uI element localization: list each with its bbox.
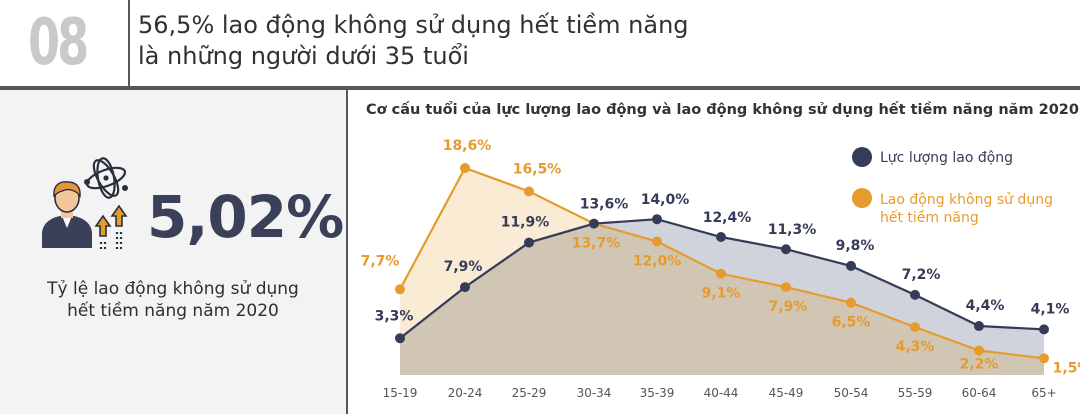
- underutilized-label-40-44: 9,1%: [702, 286, 741, 302]
- labor-force-label-65+: 4,1%: [1031, 301, 1070, 317]
- x-axis-ticks: 15-19 20-24 25-29 30-34 35-39 40-44 45-49 50-54…: [383, 386, 1057, 400]
- x-tick-20-24: 20-24: [448, 386, 483, 400]
- person-with-atom-and-up-arrows-icon: [42, 157, 128, 252]
- labor-force-label-15-19: 3,3%: [375, 308, 414, 324]
- x-tick-50-54: 50-54: [834, 386, 869, 400]
- labor-force-label-25-29: 11,9%: [501, 215, 550, 231]
- header: 08 56,5% lao động không sử dụng hết tiềm…: [0, 0, 1080, 90]
- underutilized-point-25-29: [524, 186, 534, 197]
- labor-force-point-30-34: [589, 218, 599, 229]
- labor-force-point-65+: [1039, 324, 1049, 335]
- x-tick-65+: 65+: [1031, 386, 1056, 400]
- labor-force-label-20-24: 7,9%: [444, 259, 483, 275]
- underutilized-label-50-54: 6,5%: [832, 315, 871, 331]
- underutilized-point-55-59: [910, 322, 920, 333]
- section-number-box: 08: [0, 0, 130, 86]
- underutilized-label-30-34: 13,7%: [572, 236, 621, 252]
- labor-force-label-30-34: 13,6%: [580, 197, 629, 213]
- x-tick-15-19: 15-19: [383, 386, 418, 400]
- chart-points: [395, 163, 1049, 364]
- kpi-label-line1: Tỷ lệ lao động không sử dụng: [47, 279, 299, 299]
- legend-label-underutilized-line1: Lao động không sử dụng: [880, 192, 1053, 208]
- x-tick-60-64: 60-64: [962, 386, 997, 400]
- legend-marker-underutilized: [852, 188, 872, 208]
- page-title-line2: là những người dưới 35 tuổi: [138, 42, 469, 70]
- chart-legend: Lực lượng lao động Lao động không sử dụn…: [852, 147, 1053, 226]
- labor-force-label-50-54: 9,8%: [836, 238, 875, 254]
- labor-force-point-50-54: [846, 260, 856, 271]
- legend-label-underutilized-line2: hết tiềm năng: [880, 209, 979, 226]
- labor-force-point-20-24: [460, 282, 470, 293]
- labor-force-point-15-19: [395, 333, 405, 344]
- panel-divider: [346, 90, 348, 414]
- chart-areas: [400, 168, 1044, 375]
- underutilized-label-15-19: 7,7%: [361, 253, 400, 269]
- legend-marker-labor-force: [852, 147, 872, 167]
- underutilized-point-45-49: [781, 282, 791, 293]
- x-tick-25-29: 25-29: [512, 386, 547, 400]
- kpi-label: Tỷ lệ lao động không sử dụng hết tiềm nă…: [0, 278, 346, 322]
- labor-force-label-40-44: 12,4%: [703, 210, 752, 226]
- underutilized-point-15-19: [395, 284, 405, 295]
- x-tick-35-39: 35-39: [640, 386, 675, 400]
- labor-force-label-35-39: 14,0%: [641, 192, 690, 208]
- x-tick-40-44: 40-44: [704, 386, 739, 400]
- labor-force-point-55-59: [910, 289, 920, 300]
- header-divider: [0, 86, 1080, 90]
- underutilized-label-25-29: 16,5%: [513, 161, 562, 177]
- labor-force-label-55-59: 7,2%: [902, 267, 941, 283]
- chart-data-labels: 3,3% 7,9% 11,9% 13,6% 14,0% 12,4% 11,3% 9,8% 7,2…: [361, 138, 1080, 376]
- page-title-line1: 56,5% lao động không sử dụng hết tiềm nă…: [138, 11, 689, 39]
- page-title: 56,5% lao động không sử dụng hết tiềm nă…: [138, 10, 689, 72]
- underutilized-label-35-39: 12,0%: [633, 253, 682, 269]
- underutilized-label-65+: 1,5%: [1053, 360, 1080, 376]
- underutilized-point-65+: [1039, 353, 1049, 364]
- underutilized-point-60-64: [974, 345, 984, 356]
- x-tick-45-49: 45-49: [769, 386, 804, 400]
- underutilized-point-50-54: [846, 297, 856, 308]
- labor-force-point-60-64: [974, 321, 984, 332]
- legend-label-labor-force: Lực lượng lao động: [880, 150, 1013, 166]
- labor-force-point-45-49: [781, 244, 791, 255]
- labor-force-point-25-29: [524, 237, 534, 248]
- labor-force-point-35-39: [652, 214, 662, 225]
- underutilized-point-35-39: [652, 236, 662, 247]
- underutilized-label-20-24: 18,6%: [443, 138, 492, 154]
- section-number: 08: [28, 6, 89, 80]
- kpi-label-line2: hết tiềm năng năm 2020: [67, 301, 279, 321]
- age-structure-chart: Cơ cấu tuổi của lực lượng lao động và la…: [361, 101, 1080, 400]
- underutilized-label-55-59: 4,3%: [896, 339, 935, 355]
- labor-force-point-40-44: [716, 232, 726, 242]
- kpi-value: 5,02%: [147, 183, 344, 251]
- underutilized-point-20-24: [460, 163, 470, 173]
- underutilized-label-60-64: 2,2%: [960, 357, 999, 373]
- underutilized-label-45-49: 7,9%: [769, 299, 808, 315]
- labor-force-label-60-64: 4,4%: [966, 298, 1005, 314]
- chart-title: Cơ cấu tuổi của lực lượng lao động và la…: [366, 101, 1079, 118]
- labor-force-label-45-49: 11,3%: [768, 222, 817, 238]
- kpi-panel: [0, 90, 346, 414]
- underutilized-point-40-44: [716, 268, 726, 279]
- x-tick-30-34: 30-34: [577, 386, 612, 400]
- x-tick-55-59: 55-59: [898, 386, 933, 400]
